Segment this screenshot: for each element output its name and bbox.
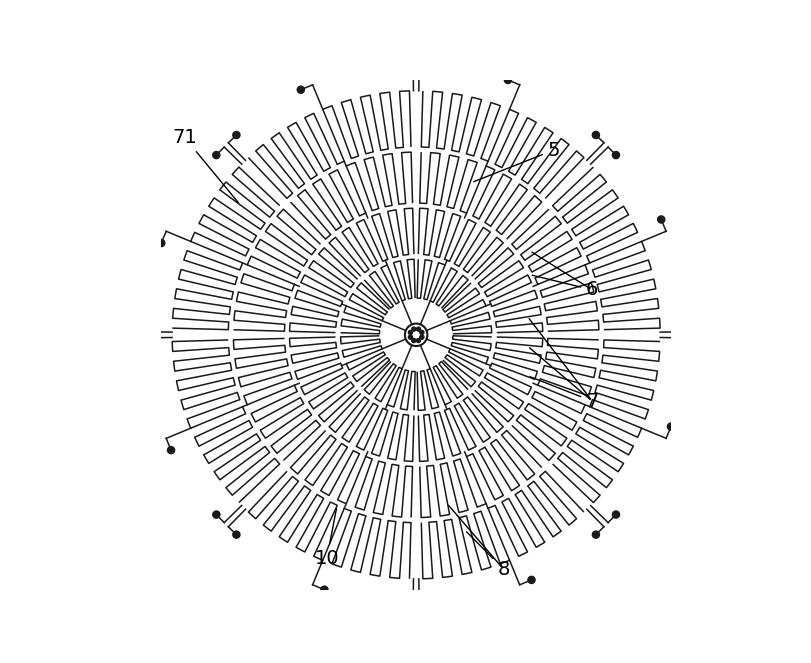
- Circle shape: [667, 423, 674, 430]
- Circle shape: [416, 327, 420, 331]
- Circle shape: [233, 531, 240, 538]
- Circle shape: [144, 317, 151, 324]
- Circle shape: [320, 586, 328, 593]
- Circle shape: [427, 599, 433, 607]
- Circle shape: [411, 327, 415, 331]
- Circle shape: [297, 86, 304, 93]
- Circle shape: [416, 339, 420, 343]
- Circle shape: [398, 63, 405, 70]
- Text: 7: 7: [530, 377, 598, 410]
- Circle shape: [419, 330, 423, 335]
- Circle shape: [527, 576, 534, 583]
- Circle shape: [411, 339, 415, 343]
- Circle shape: [591, 531, 599, 538]
- Circle shape: [419, 335, 423, 339]
- Circle shape: [405, 324, 427, 346]
- Circle shape: [408, 330, 412, 335]
- Circle shape: [591, 131, 599, 139]
- Circle shape: [212, 151, 220, 158]
- Circle shape: [427, 63, 433, 70]
- Circle shape: [233, 131, 240, 139]
- Circle shape: [657, 216, 664, 223]
- Text: 6: 6: [531, 275, 598, 300]
- Text: 71: 71: [172, 128, 238, 202]
- Circle shape: [398, 599, 405, 607]
- Circle shape: [680, 345, 687, 353]
- Circle shape: [212, 511, 220, 518]
- Circle shape: [408, 335, 412, 339]
- Text: 10: 10: [314, 509, 339, 568]
- Circle shape: [504, 76, 511, 84]
- Circle shape: [167, 447, 174, 453]
- Text: 8: 8: [466, 532, 509, 579]
- Circle shape: [611, 511, 619, 518]
- Circle shape: [144, 345, 151, 353]
- Circle shape: [611, 151, 619, 158]
- Circle shape: [157, 239, 165, 247]
- Text: 5: 5: [474, 141, 560, 182]
- Circle shape: [680, 317, 687, 324]
